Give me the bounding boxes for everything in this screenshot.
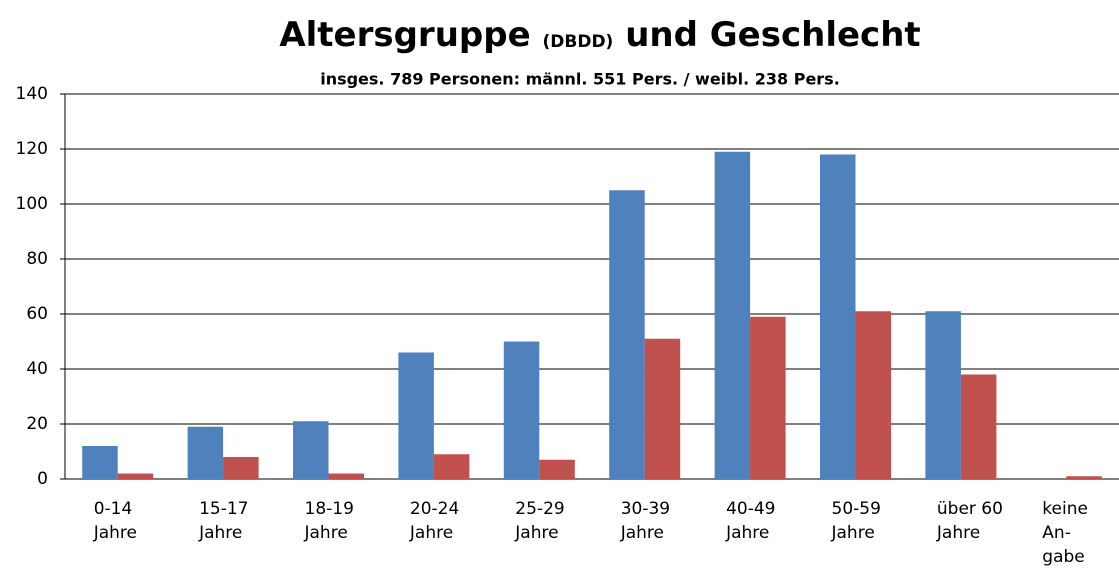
bar [223,457,259,479]
chart-subtitle: insges. 789 Personen: männl. 551 Pers. /… [320,70,840,89]
x-tick-label: Jahre [304,523,348,543]
x-tick-label: über 60 [937,499,1003,519]
bar [328,473,364,479]
x-tick-label: 18-19 [305,499,354,519]
y-tick-label: 60 [26,304,48,324]
bar [293,421,329,479]
bar [398,352,434,479]
bar [503,341,540,479]
bar [609,190,645,479]
bar [750,316,786,479]
bar [82,446,118,479]
x-tick-label: Jahre [198,523,242,543]
bar [117,473,154,479]
x-tick-label: Jahre [514,523,558,543]
y-tick-label: 100 [16,194,48,214]
bar [820,154,856,479]
bar [714,151,751,479]
bar [1066,476,1102,479]
x-tick-label: gabe [1042,547,1084,567]
bar [855,311,891,479]
y-tick-label: 80 [26,249,48,269]
x-tick-label: keine [1042,499,1088,519]
x-tick-label: Jahre [831,523,875,543]
x-tick-label: Jahre [620,523,664,543]
x-tick-label: 0-14 [94,499,133,519]
y-tick-label: 140 [16,84,48,104]
bar [433,454,470,479]
title-part: und Geschlecht [625,15,920,55]
x-tick-label: 30-39 [621,499,670,519]
x-tick-label: An- [1042,523,1071,543]
bar [539,459,575,479]
title-part: Altersgruppe [279,15,530,55]
chart-title: Altersgruppe (DBDD) und Geschlecht [279,15,920,61]
title-note: (DBDD) [543,32,614,52]
x-tick-label: Jahre [409,523,453,543]
x-tick-label: Jahre [93,523,137,543]
x-tick-label: 15-17 [199,499,248,519]
x-tick-label: 25-29 [515,499,564,519]
bar [187,426,224,479]
x-tick-label: 50-59 [832,499,881,519]
x-tick-label: 20-24 [410,499,459,519]
y-tick-label: 20 [26,414,48,434]
bar [960,374,997,479]
y-tick-label: 120 [16,139,48,159]
bar [644,338,681,479]
x-tick-label: Jahre [725,523,769,543]
x-tick-label: 40-49 [726,499,775,519]
y-tick-label: 0 [37,469,48,489]
bar [925,311,961,479]
y-tick-label: 40 [26,359,48,379]
x-tick-label: Jahre [936,523,980,543]
